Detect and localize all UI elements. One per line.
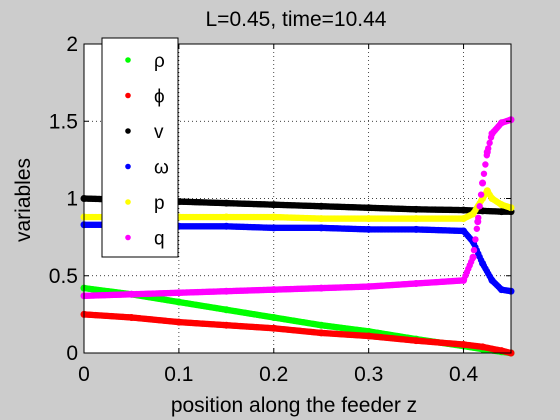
y-tick-label: 0.5 [49, 265, 78, 288]
y-axis-label: variables [12, 158, 35, 242]
legend-marker [125, 128, 131, 134]
series-marker [482, 161, 489, 168]
series-marker [480, 170, 488, 177]
series-6 [80, 116, 515, 300]
legend-entry-label: ϕ [154, 87, 165, 108]
legend-entry-label: ρ [154, 51, 165, 72]
x-tick-label: 0.3 [354, 363, 383, 386]
series-marker [470, 246, 478, 254]
series-marker [477, 191, 485, 198]
series-marker [473, 225, 481, 232]
legend-marker [125, 199, 131, 205]
x-tick-label: 0.2 [259, 363, 288, 386]
series-marker [483, 152, 491, 159]
series-marker [485, 145, 492, 152]
series-marker [479, 179, 486, 187]
series-marker [486, 139, 493, 147]
legend-entry-label: p [154, 193, 165, 214]
series-trail [80, 116, 515, 300]
legend-entry-label: ω [154, 158, 169, 179]
legend-marker [125, 234, 131, 241]
series-marker [469, 255, 476, 262]
x-axis-label: position along the feeder z [171, 394, 417, 417]
axis-ticks: 0 0.1 0.2 0.3 0.4 0 0.5 1 1.5 2 [49, 33, 511, 386]
legend-marker [125, 163, 131, 170]
legend-entry-label: q [154, 229, 165, 250]
legend-box [101, 37, 179, 258]
y-tick-label: 0 [66, 342, 78, 365]
x-tick-label: 0 [78, 363, 90, 386]
y-tick-label: 1 [66, 188, 78, 211]
legend-marker [125, 92, 131, 99]
legend-entry-label: v [154, 122, 164, 143]
legend-marker [125, 57, 131, 63]
y-tick-label: 1.5 [49, 110, 78, 133]
chart-title: L=0.45, time=10.44 [206, 8, 387, 31]
y-tick-label: 2 [66, 33, 78, 56]
series-marker [476, 203, 483, 210]
series-marker [472, 236, 479, 243]
series-marker [475, 214, 482, 222]
data-series [80, 116, 515, 357]
x-tick-label: 0.1 [164, 363, 193, 386]
x-tick-label: 0.4 [449, 363, 479, 386]
series-trail [80, 311, 515, 357]
